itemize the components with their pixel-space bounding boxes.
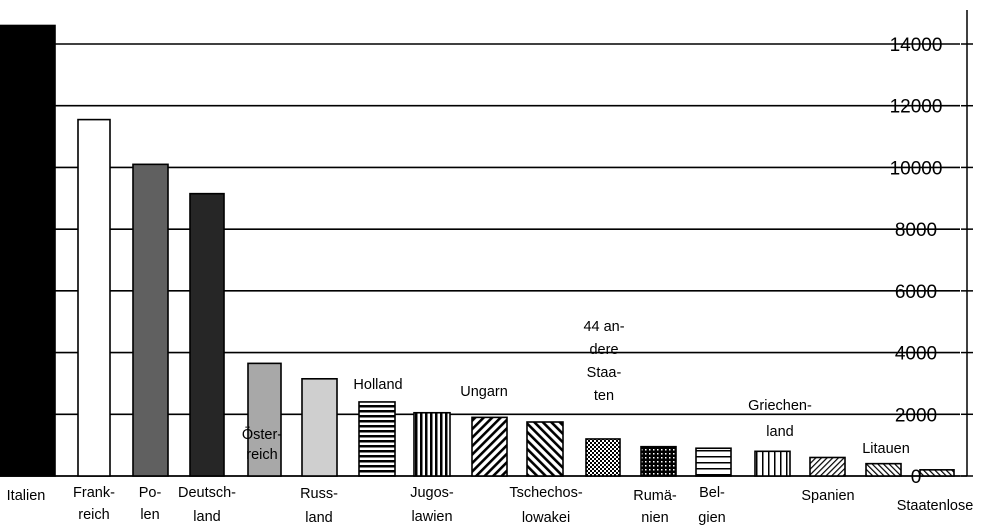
y-tick-label: 4000 [895, 344, 937, 365]
bar [865, 462, 902, 477]
category-label: Ungarn [460, 384, 508, 400]
bar [471, 416, 508, 477]
y-tick-label: 10000 [890, 158, 943, 179]
category-label: Öster- [242, 425, 282, 443]
category-label: Holland [353, 377, 402, 393]
category-label: land [193, 509, 220, 525]
category-label: Rumä- [633, 488, 677, 504]
category-label: Frank- [73, 485, 115, 501]
category-label: 44 an- [583, 319, 624, 335]
category-label: dere [589, 342, 618, 358]
bar [809, 456, 846, 477]
y-tick-label: 2000 [895, 405, 937, 426]
bar [132, 163, 169, 477]
category-label: Deutsch- [178, 485, 236, 501]
y-tick-label: 6000 [895, 282, 937, 303]
bar [301, 377, 338, 477]
bar [640, 445, 677, 477]
bar [0, 24, 56, 477]
category-label: len [140, 507, 159, 523]
category-label: Staatenlose [897, 498, 974, 514]
category-label: Litauen [862, 441, 910, 457]
category-label: gien [698, 510, 725, 526]
bars [0, 24, 955, 477]
category-label: Spanien [801, 488, 854, 504]
category-label: lowakei [522, 510, 570, 526]
category-label: nien [641, 510, 668, 526]
bar [585, 438, 621, 477]
category-label: Italien [7, 488, 46, 504]
bar [919, 469, 955, 477]
bar [754, 450, 791, 477]
y-tick-label: 0 [911, 467, 922, 488]
category-label: ten [594, 388, 614, 404]
bar [189, 192, 225, 477]
bar [413, 411, 451, 477]
y-tick-label: 12000 [890, 97, 943, 118]
category-label: Bel- [699, 485, 725, 501]
bar [358, 401, 396, 477]
bar [695, 447, 732, 477]
category-label: land [766, 424, 793, 440]
bar [247, 362, 282, 477]
category-label: reich [246, 447, 277, 463]
category-label: Jugos- [410, 485, 454, 501]
category-label: Russ- [300, 486, 338, 502]
y-tick-label: 8000 [895, 220, 937, 241]
category-labels: Italien Frank-reich Po-len Deutsch-land Öste… [7, 319, 974, 526]
bar [526, 421, 564, 477]
category-label: Tschechos- [509, 485, 583, 501]
category-label: Staa- [587, 365, 622, 381]
y-tick-label: 14000 [890, 35, 943, 56]
bar [77, 118, 111, 477]
category-label: reich [78, 507, 109, 523]
category-label: Griechen- [748, 398, 812, 414]
y-axis-ticks: 0 2000 4000 6000 8000 10000 12000 14000 [890, 35, 973, 488]
category-label: Po- [139, 485, 162, 501]
category-label: land [305, 510, 332, 526]
category-label: lawien [411, 509, 452, 525]
